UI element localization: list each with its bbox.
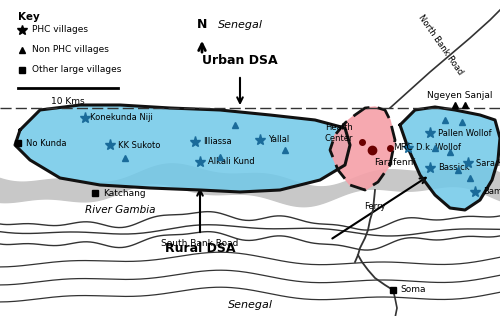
Text: Soma: Soma xyxy=(400,285,425,295)
Text: PHC villages: PHC villages xyxy=(32,26,88,34)
Text: D.k. Wollof: D.k. Wollof xyxy=(416,143,461,153)
Text: Bambali: Bambali xyxy=(483,187,500,197)
Text: Illiassa: Illiassa xyxy=(203,137,232,147)
Text: Bassick: Bassick xyxy=(438,163,470,173)
Text: Yallal: Yallal xyxy=(268,136,289,144)
Text: North Bank Road: North Bank Road xyxy=(416,13,464,77)
Text: Rural DSA: Rural DSA xyxy=(165,241,236,254)
Text: Konekunda Niji: Konekunda Niji xyxy=(90,113,153,123)
Text: No Kunda: No Kunda xyxy=(26,138,66,148)
Polygon shape xyxy=(0,164,500,207)
Text: Senegal: Senegal xyxy=(218,20,262,30)
Text: Other large villages: Other large villages xyxy=(32,65,122,75)
Text: 10 Kms: 10 Kms xyxy=(51,97,85,106)
Text: MRC: MRC xyxy=(393,143,413,153)
Text: River Gambia: River Gambia xyxy=(85,205,155,215)
Text: Ferry: Ferry xyxy=(364,202,386,211)
Text: Pallen Wollof: Pallen Wollof xyxy=(438,129,492,137)
Text: Alkali Kund: Alkali Kund xyxy=(208,157,254,167)
Text: Senegal: Senegal xyxy=(228,300,272,310)
Polygon shape xyxy=(15,105,350,192)
Text: Urban DSA: Urban DSA xyxy=(202,53,278,66)
Text: Ngeyen Sanjal: Ngeyen Sanjal xyxy=(427,90,493,100)
Text: Sara Kund: Sara Kund xyxy=(476,159,500,167)
Polygon shape xyxy=(330,107,395,190)
Text: Farafenni: Farafenni xyxy=(374,158,416,167)
Text: Health
Center: Health Center xyxy=(324,123,353,143)
Text: Key: Key xyxy=(18,12,40,22)
Text: South Bank Road: South Bank Road xyxy=(162,240,238,248)
Polygon shape xyxy=(400,107,500,210)
Text: Non PHC villages: Non PHC villages xyxy=(32,46,109,54)
Text: N: N xyxy=(197,18,207,31)
Text: KK Sukoto: KK Sukoto xyxy=(118,141,160,149)
Text: Katchang: Katchang xyxy=(103,189,146,198)
